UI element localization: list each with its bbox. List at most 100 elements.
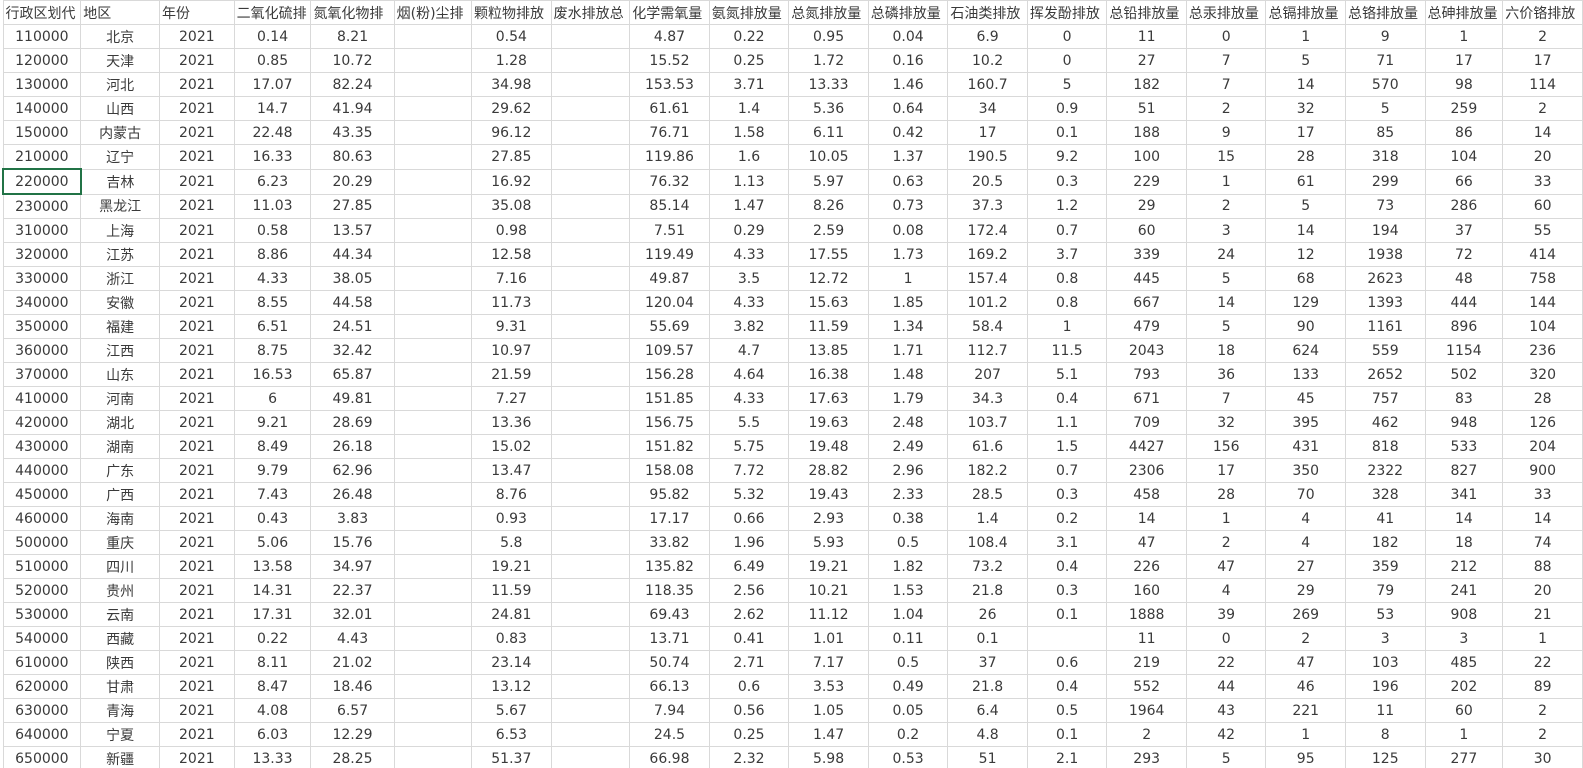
- cell[interactable]: 17.31: [233, 602, 312, 627]
- cell[interactable]: 2.96: [867, 458, 949, 483]
- cell[interactable]: 4.64: [708, 362, 790, 387]
- cell[interactable]: 70: [1265, 482, 1346, 507]
- cell[interactable]: 24.5: [629, 722, 710, 747]
- cell[interactable]: 900: [1502, 458, 1583, 483]
- cell[interactable]: 0.1: [1026, 120, 1108, 145]
- cell[interactable]: 69.43: [629, 602, 710, 627]
- cell[interactable]: 610000: [2, 650, 82, 675]
- cell[interactable]: 6.51: [233, 314, 312, 339]
- cell[interactable]: 2: [1502, 96, 1583, 121]
- cell[interactable]: 5.32: [708, 482, 790, 507]
- cell[interactable]: 吉林: [80, 168, 161, 195]
- cell[interactable]: 2021: [159, 48, 235, 73]
- cell[interactable]: 45: [1265, 386, 1346, 411]
- cell[interactable]: 28.69: [310, 410, 395, 435]
- cell[interactable]: 0.1: [947, 626, 1028, 651]
- cell[interactable]: 2021: [159, 482, 235, 507]
- cell[interactable]: 21.8: [947, 674, 1028, 699]
- cell[interactable]: 浙江: [80, 266, 161, 291]
- cell[interactable]: 0.2: [1026, 506, 1108, 531]
- cell[interactable]: 533: [1424, 434, 1504, 459]
- cell[interactable]: 2021: [159, 144, 235, 170]
- cell[interactable]: 4.33: [708, 386, 790, 411]
- cell[interactable]: 110000: [2, 24, 82, 49]
- cell[interactable]: 17.63: [788, 386, 869, 411]
- cell[interactable]: 2021: [159, 218, 235, 243]
- cell[interactable]: 17: [1424, 48, 1504, 73]
- cell[interactable]: 51: [947, 746, 1028, 768]
- cell[interactable]: 72: [1424, 242, 1504, 267]
- cell[interactable]: 104: [1502, 314, 1583, 339]
- cell[interactable]: 818: [1344, 434, 1426, 459]
- cell[interactable]: 28.82: [788, 458, 869, 483]
- cell[interactable]: 2021: [159, 578, 235, 603]
- cell[interactable]: 520000: [2, 578, 82, 603]
- cell[interactable]: 0.9: [1026, 96, 1108, 121]
- cell[interactable]: 15.02: [471, 434, 552, 459]
- cell[interactable]: [550, 410, 631, 435]
- cell[interactable]: 24.51: [310, 314, 395, 339]
- cell[interactable]: 630000: [2, 698, 82, 723]
- cell[interactable]: 22: [1185, 650, 1267, 675]
- cell[interactable]: 1938: [1344, 242, 1426, 267]
- cell[interactable]: 41.94: [310, 96, 395, 121]
- cell[interactable]: [550, 96, 631, 121]
- header-cell[interactable]: 总汞排放量: [1185, 0, 1267, 25]
- cell[interactable]: 43.35: [310, 120, 395, 145]
- cell[interactable]: 28.5: [947, 482, 1028, 507]
- cell[interactable]: [550, 24, 631, 49]
- cell[interactable]: 7.16: [471, 266, 552, 291]
- cell[interactable]: [550, 266, 631, 291]
- cell[interactable]: 1.85: [867, 290, 949, 315]
- cell[interactable]: 26: [947, 602, 1028, 627]
- cell[interactable]: 内蒙古: [80, 120, 161, 145]
- cell[interactable]: 28: [1502, 386, 1583, 411]
- cell[interactable]: 667: [1106, 290, 1187, 315]
- cell[interactable]: 896: [1424, 314, 1504, 339]
- cell[interactable]: 河北: [80, 72, 161, 97]
- cell[interactable]: [393, 218, 473, 243]
- cell[interactable]: 13.12: [471, 674, 552, 699]
- cell[interactable]: 1.46: [867, 72, 949, 97]
- cell[interactable]: 1: [1026, 314, 1108, 339]
- cell[interactable]: 4.87: [629, 24, 710, 49]
- cell[interactable]: 21.59: [471, 362, 552, 387]
- cell[interactable]: 17: [1502, 48, 1583, 73]
- cell[interactable]: 0.3: [1026, 578, 1108, 603]
- cell[interactable]: 14: [1106, 506, 1187, 531]
- cell[interactable]: 671: [1106, 386, 1187, 411]
- cell[interactable]: 山西: [80, 96, 161, 121]
- cell[interactable]: 13.57: [310, 218, 395, 243]
- cell[interactable]: 8.55: [233, 290, 312, 315]
- cell[interactable]: 1.82: [867, 554, 949, 579]
- cell[interactable]: 1: [1265, 722, 1346, 747]
- cell[interactable]: 0.14: [233, 24, 312, 49]
- cell[interactable]: 湖南: [80, 434, 161, 459]
- cell[interactable]: [550, 48, 631, 73]
- cell[interactable]: 17.55: [788, 242, 869, 267]
- cell[interactable]: 黑龙江: [80, 193, 161, 219]
- cell[interactable]: 150000: [2, 120, 82, 145]
- cell[interactable]: [393, 168, 473, 195]
- cell[interactable]: 20: [1502, 578, 1583, 603]
- cell[interactable]: 20.5: [947, 168, 1028, 195]
- cell[interactable]: [550, 144, 631, 170]
- cell[interactable]: 157.4: [947, 266, 1028, 291]
- cell[interactable]: 395: [1265, 410, 1346, 435]
- cell[interactable]: 318: [1344, 144, 1426, 170]
- cell[interactable]: 2021: [159, 24, 235, 49]
- cell[interactable]: 1: [1185, 506, 1267, 531]
- cell[interactable]: 129: [1265, 290, 1346, 315]
- header-cell[interactable]: 总砷排放量: [1424, 0, 1504, 25]
- cell[interactable]: 37: [947, 650, 1028, 675]
- cell[interactable]: 35.08: [471, 193, 552, 219]
- cell[interactable]: 0.7: [1026, 218, 1108, 243]
- cell[interactable]: 11.59: [471, 578, 552, 603]
- cell[interactable]: 0.49: [867, 674, 949, 699]
- cell[interactable]: 5.98: [788, 746, 869, 768]
- cell[interactable]: [550, 650, 631, 675]
- cell[interactable]: 49.87: [629, 266, 710, 291]
- cell[interactable]: 12.58: [471, 242, 552, 267]
- cell[interactable]: 827: [1424, 458, 1504, 483]
- cell[interactable]: 7: [1185, 386, 1267, 411]
